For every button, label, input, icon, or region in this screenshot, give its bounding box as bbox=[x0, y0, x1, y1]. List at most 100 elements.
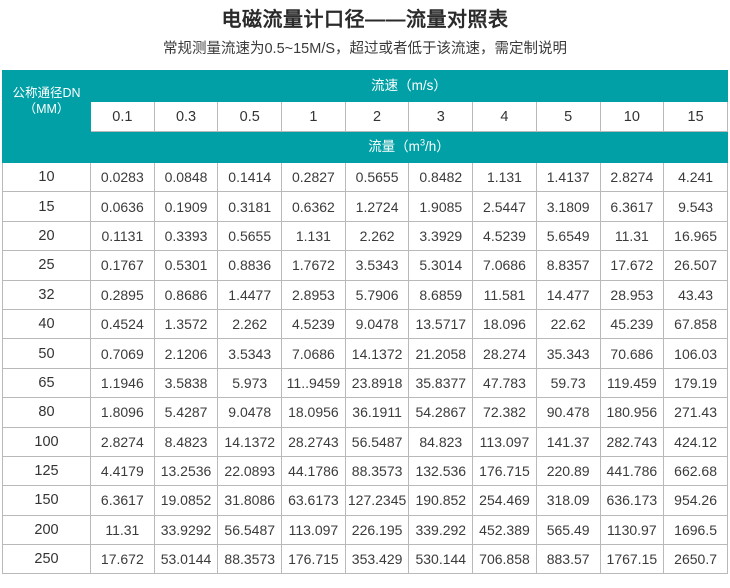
cell-flowrate: 2.1206 bbox=[153, 338, 219, 369]
cell-flowrate: 4.5239 bbox=[472, 220, 537, 252]
cell-flowrate: 18.096 bbox=[472, 308, 537, 340]
cell-flowrate: 1.7672 bbox=[281, 250, 346, 281]
cell-flowrate: 954.26 bbox=[663, 485, 728, 516]
cell-flowrate: 21.2058 bbox=[408, 338, 474, 369]
cell-flowrate: 56.5487 bbox=[217, 514, 283, 546]
cell-flowrate: 4.4179 bbox=[90, 455, 155, 487]
cell-flowrate: 226.195 bbox=[344, 514, 410, 546]
table-row: 65 1.1946 3.5838 5.973 11..9459 23.8918 35.837… bbox=[2, 367, 728, 399]
header-cell-velocity-8: 10 bbox=[599, 101, 665, 132]
cell-flowrate: 7.0686 bbox=[472, 250, 537, 281]
cell-flowrate: 0.0283 bbox=[90, 161, 155, 193]
cell-nominal-diameter: 250 bbox=[2, 544, 91, 575]
cell-flowrate: 176.715 bbox=[472, 455, 537, 487]
cell-flowrate: 452.389 bbox=[472, 514, 537, 546]
cell-flowrate: 44.1786 bbox=[281, 455, 346, 487]
table-head: 公称通径DN （MM） 流速（m/s） 0.1 0.3 0.5 1 2 3 4 … bbox=[2, 70, 728, 163]
cell-flowrate: 53.0144 bbox=[153, 544, 219, 575]
cell-flowrate: 2.262 bbox=[217, 308, 283, 340]
table-row: 100 2.8274 8.4823 14.1372 28.2743 56.5487 84.8… bbox=[2, 426, 728, 457]
cell-flowrate: 35.8377 bbox=[408, 367, 474, 399]
cell-flowrate: 0.8686 bbox=[153, 279, 219, 310]
cell-flowrate: 88.3573 bbox=[217, 544, 283, 575]
cell-flowrate: 1767.15 bbox=[599, 544, 665, 575]
cell-nominal-diameter: 100 bbox=[2, 426, 91, 457]
cell-flowrate: 43.43 bbox=[663, 279, 728, 310]
cell-flowrate: 0.1767 bbox=[90, 250, 155, 281]
table-row: 40 0.4524 1.3572 2.262 4.5239 9.0478 13.5717 18… bbox=[2, 308, 728, 340]
cell-flowrate: 2650.7 bbox=[663, 544, 728, 575]
cell-flowrate: 56.5487 bbox=[344, 426, 410, 457]
cell-flowrate: 9.0478 bbox=[217, 397, 283, 428]
cell-flowrate: 3.1809 bbox=[535, 191, 601, 222]
cell-flowrate: 54.2867 bbox=[408, 397, 474, 428]
cell-flowrate: 1130.97 bbox=[599, 514, 665, 546]
cell-flowrate: 23.8918 bbox=[344, 367, 410, 399]
cell-flowrate: 26.507 bbox=[663, 250, 728, 281]
cell-flowrate: 13.5717 bbox=[408, 308, 474, 340]
cell-flowrate: 1.1946 bbox=[90, 367, 155, 399]
title-block: 电磁流量计口径——流量对照表 常规测量流速为0.5~15M/S，超过或者低于该流… bbox=[0, 0, 730, 62]
cell-flowrate: 1.3572 bbox=[153, 308, 219, 340]
cell-flowrate: 14.1372 bbox=[217, 426, 283, 457]
cell-flowrate: 0.5655 bbox=[344, 161, 410, 193]
cell-flowrate: 0.0636 bbox=[90, 191, 155, 222]
cell-flowrate: 5.973 bbox=[217, 367, 283, 399]
cell-flowrate: 28.274 bbox=[472, 338, 537, 369]
cell-flowrate: 353.429 bbox=[344, 544, 410, 575]
cell-nominal-diameter: 15 bbox=[2, 191, 91, 222]
cell-flowrate: 28.953 bbox=[599, 279, 665, 310]
cell-flowrate: 14.1372 bbox=[344, 338, 410, 369]
cell-flowrate: 11.31 bbox=[90, 514, 155, 546]
cell-nominal-diameter: 150 bbox=[2, 485, 91, 516]
flow-comparison-table: 公称通径DN （MM） 流速（m/s） 0.1 0.3 0.5 1 2 3 4 … bbox=[2, 70, 728, 575]
table-container: 公称通径DN （MM） 流速（m/s） 0.1 0.3 0.5 1 2 3 4 … bbox=[0, 70, 730, 575]
cell-flowrate: 13.2536 bbox=[153, 455, 219, 487]
cell-flowrate: 132.536 bbox=[408, 455, 474, 487]
flowrate-label-prefix: 流量（m bbox=[368, 138, 420, 154]
header-cell-velocity-7: 5 bbox=[535, 101, 601, 132]
cell-flowrate: 72.382 bbox=[472, 397, 537, 428]
cell-flowrate: 0.2827 bbox=[281, 161, 346, 193]
header-cell-velocity-5: 3 bbox=[408, 101, 474, 132]
cell-flowrate: 8.6859 bbox=[408, 279, 474, 310]
cell-flowrate: 4.241 bbox=[663, 161, 728, 193]
cell-flowrate: 282.743 bbox=[599, 426, 665, 457]
cell-flowrate: 2.8274 bbox=[599, 161, 665, 193]
cell-flowrate: 2.8953 bbox=[281, 279, 346, 310]
cell-nominal-diameter: 20 bbox=[2, 220, 91, 252]
cell-flowrate: 530.144 bbox=[408, 544, 474, 575]
cell-nominal-diameter: 25 bbox=[2, 250, 91, 281]
cell-flowrate: 36.1911 bbox=[344, 397, 410, 428]
table-row: 200 11.31 33.9292 56.5487 113.097 226.195 339.… bbox=[2, 514, 728, 546]
cell-flowrate: 318.09 bbox=[535, 485, 601, 516]
cell-flowrate: 19.0852 bbox=[153, 485, 219, 516]
cell-flowrate: 22.62 bbox=[535, 308, 601, 340]
cell-flowrate: 11.581 bbox=[472, 279, 537, 310]
table-row: 32 0.2895 0.8686 1.4477 2.8953 5.7906 8.6859 11… bbox=[2, 279, 728, 310]
header-cell-velocity-6: 4 bbox=[472, 101, 537, 132]
cell-flowrate: 1.4477 bbox=[217, 279, 283, 310]
cell-flowrate: 271.43 bbox=[663, 397, 728, 428]
cell-flowrate: 0.8836 bbox=[217, 250, 283, 281]
page-subtitle: 常规测量流速为0.5~15M/S，超过或者低于该流速，需定制说明 bbox=[162, 41, 568, 57]
cell-flowrate: 254.469 bbox=[472, 485, 537, 516]
nominal-diameter-line2: （MM） bbox=[23, 102, 70, 116]
header-cell-velocity-2: 0.5 bbox=[217, 101, 283, 132]
cell-nominal-diameter: 40 bbox=[2, 308, 91, 340]
cell-flowrate: 1.131 bbox=[281, 220, 346, 252]
cell-flowrate: 88.3573 bbox=[344, 455, 410, 487]
cell-flowrate: 59.73 bbox=[535, 367, 601, 399]
cell-flowrate: 67.858 bbox=[663, 308, 728, 340]
cell-flowrate: 5.7906 bbox=[344, 279, 410, 310]
cell-nominal-diameter: 32 bbox=[2, 279, 91, 310]
cell-flowrate: 883.57 bbox=[535, 544, 601, 575]
cell-flowrate: 84.823 bbox=[408, 426, 474, 457]
cell-flowrate: 119.459 bbox=[599, 367, 665, 399]
cell-flowrate: 8.4823 bbox=[153, 426, 219, 457]
cell-flowrate: 179.19 bbox=[663, 367, 728, 399]
cell-flowrate: 0.4524 bbox=[90, 308, 155, 340]
cell-flowrate: 1.9085 bbox=[408, 191, 474, 222]
cell-flowrate: 17.672 bbox=[90, 544, 155, 575]
